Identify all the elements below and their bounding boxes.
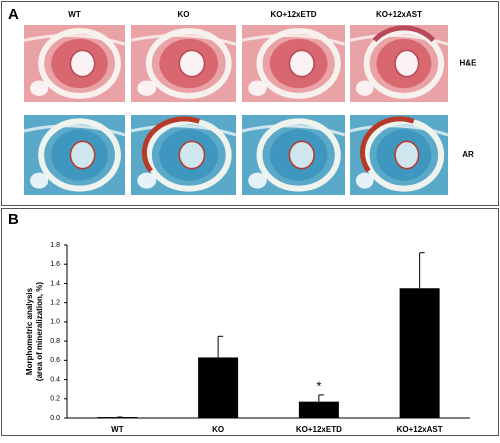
column-label: WT xyxy=(68,10,81,19)
mineral-stain xyxy=(360,116,415,173)
y-tick-label: 1.4 xyxy=(50,280,60,287)
tissue-core xyxy=(288,49,315,78)
tissue-band xyxy=(130,33,237,46)
x-tick-label: WT xyxy=(111,425,124,434)
y-tick-label: 0.2 xyxy=(50,396,60,403)
tissue-band xyxy=(23,33,126,46)
tissue-ring xyxy=(363,28,445,99)
tissue-ring xyxy=(256,118,341,192)
y-tick-label: 1.8 xyxy=(50,242,60,249)
y-tick-label: 0.8 xyxy=(50,338,60,345)
panel-b-frame xyxy=(1,208,499,436)
tissue-core xyxy=(288,140,315,170)
tissue-core xyxy=(394,140,420,170)
column-label: KO+12xETD xyxy=(270,10,316,19)
tissue-band xyxy=(241,124,346,137)
tissue-ring xyxy=(145,28,232,99)
cavity xyxy=(355,172,374,189)
x-tick-label: KO+12xETD xyxy=(296,425,342,434)
cavity xyxy=(30,80,49,96)
bar xyxy=(298,401,339,418)
column-label: KO+12xAST xyxy=(376,10,422,19)
tissue-ring xyxy=(38,118,121,192)
tissue-band xyxy=(23,124,126,137)
tissue-band xyxy=(241,33,346,46)
tissue-ring xyxy=(38,28,121,99)
cavity xyxy=(248,172,267,189)
cavity xyxy=(137,80,157,96)
x-tick-label: KO+12xAST xyxy=(397,425,443,434)
tissue-core xyxy=(178,49,206,78)
x-tick-label: KO xyxy=(212,425,224,434)
panel-a-frame xyxy=(1,1,499,206)
mineral-stain xyxy=(141,116,201,173)
y-tick-label: 0.0 xyxy=(50,415,60,422)
tissue-core xyxy=(69,140,96,170)
tissue-band xyxy=(130,124,237,137)
bar xyxy=(198,357,239,418)
tissue-core xyxy=(69,49,96,78)
panel-label: B xyxy=(8,211,19,228)
cavity xyxy=(355,80,374,96)
cavity xyxy=(248,80,267,96)
tissue-ring xyxy=(256,28,341,99)
y-tick-label: 1.6 xyxy=(50,261,60,268)
tissue-band xyxy=(349,33,449,46)
cavity xyxy=(137,172,157,189)
panel-label: A xyxy=(8,6,19,23)
column-label: KO xyxy=(178,10,190,19)
row-label: AR xyxy=(462,150,474,159)
y-axis-label: (area of mineralization, %) xyxy=(35,282,44,381)
y-tick-label: 1.0 xyxy=(50,319,60,326)
y-tick-label: 1.2 xyxy=(50,300,60,307)
y-tick-label: 0.4 xyxy=(50,376,60,383)
bar xyxy=(399,288,440,418)
significance-mark: * xyxy=(316,378,321,393)
dark-band xyxy=(372,25,436,43)
row-label: H&E xyxy=(460,59,478,68)
cavity xyxy=(30,172,49,189)
tissue-core xyxy=(178,140,206,170)
y-axis-label: Morphometric analysis xyxy=(25,287,34,375)
tissue-band xyxy=(349,124,449,137)
y-tick-label: 0.6 xyxy=(50,357,60,364)
micrographs xyxy=(23,25,449,195)
tissue-core xyxy=(394,49,420,78)
